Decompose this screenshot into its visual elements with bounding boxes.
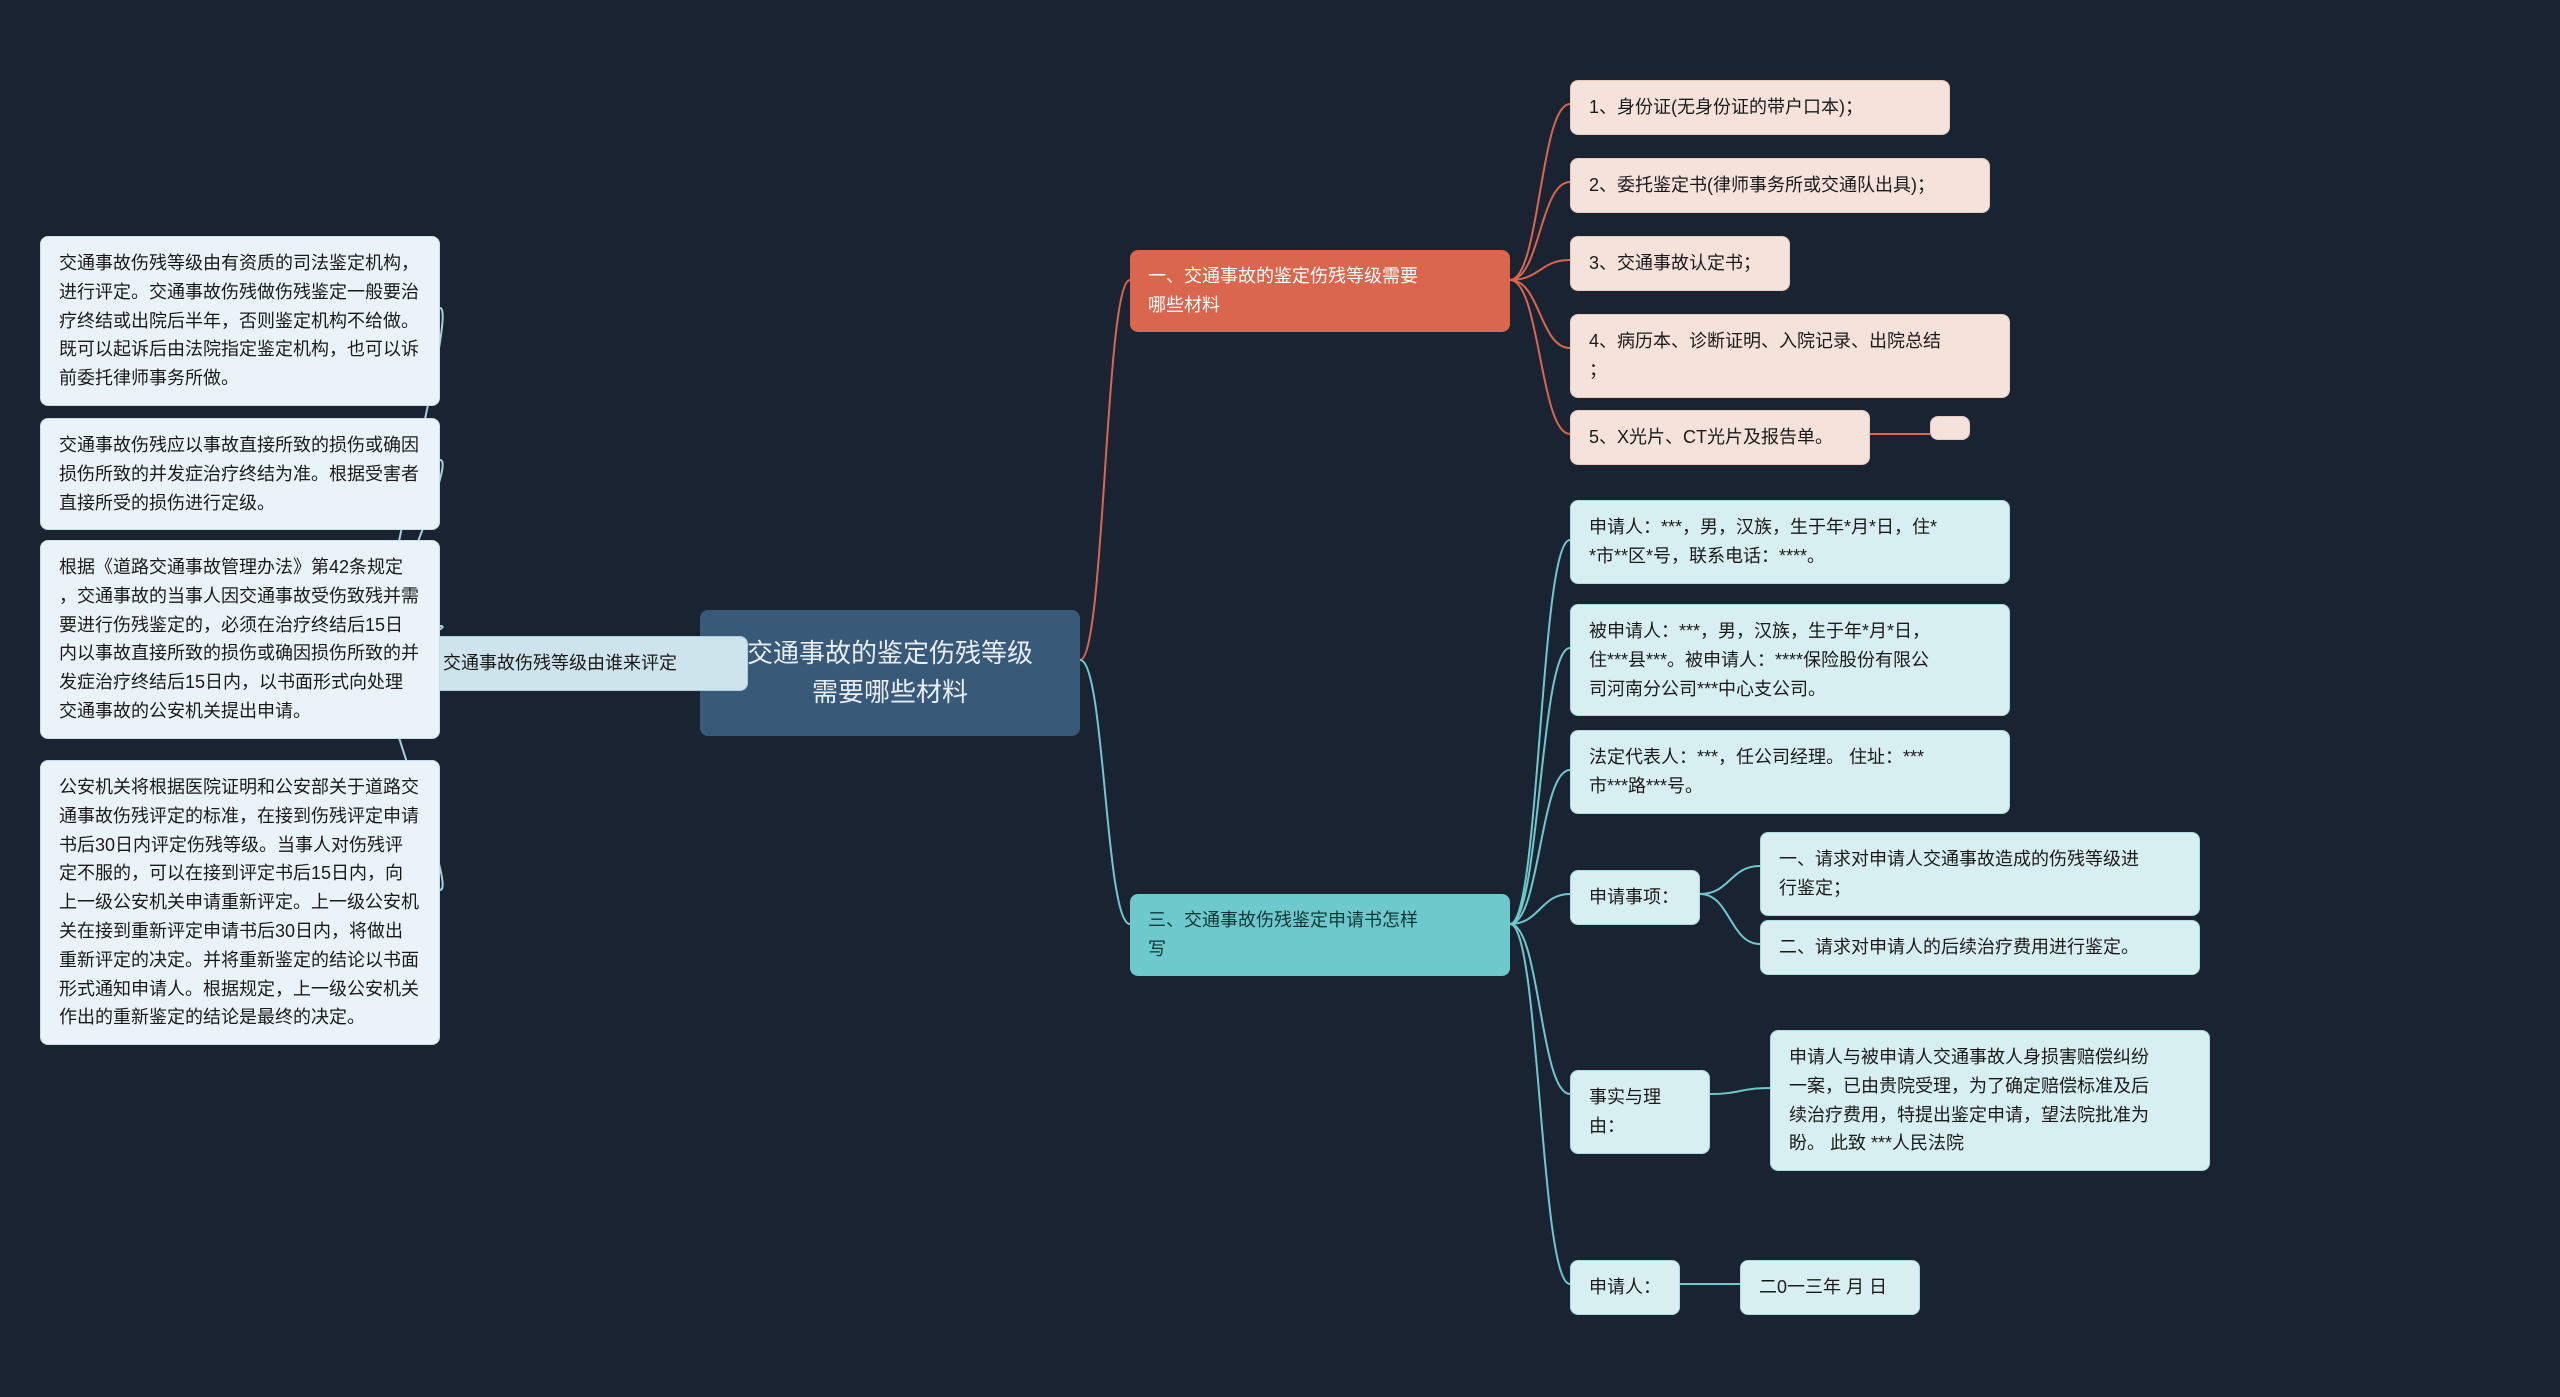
branch-2-item-2: 根据《道路交通事故管理办法》第42条规定，交通事故的当事人因交通事故受伤致残并需… bbox=[40, 540, 440, 739]
branch-3-sub-4-0: 申请人与被申请人交通事故人身损害赔偿纠纷一案，已由贵院受理，为了确定赔偿标准及后… bbox=[1770, 1030, 2210, 1171]
branch-2-title: 二、交通事故伤残等级由谁来评定 bbox=[407, 653, 677, 673]
branch-3-item-2: 法定代表人：***，任公司经理。 住址：***市***路***号。 bbox=[1570, 730, 2010, 814]
branch-2: 二、交通事故伤残等级由谁来评定 bbox=[388, 636, 748, 691]
branch-3-item-0: 申请人：***，男，汉族，生于年*月*日，住**市**区*号，联系电话：****… bbox=[1570, 500, 2010, 584]
branch-3-sub-5-0: 二0一三年 月 日 bbox=[1740, 1260, 1920, 1315]
branch-2-item-0: 交通事故伤残等级由有资质的司法鉴定机构，进行评定。交通事故伤残做伤残鉴定一般要治… bbox=[40, 236, 440, 406]
branch-1-item-4: 5、X光片、CT光片及报告单。 bbox=[1570, 410, 1870, 465]
branch-1-item-2: 3、交通事故认定书； bbox=[1570, 236, 1790, 291]
branch-1: 一、交通事故的鉴定伤残等级需要哪些材料 bbox=[1130, 250, 1510, 332]
branch-1-item-3: 4、病历本、诊断证明、入院记录、出院总结； bbox=[1570, 314, 2010, 398]
branch-3: 三、交通事故伤残鉴定申请书怎样写 bbox=[1130, 894, 1510, 976]
branch-1-title: 一、交通事故的鉴定伤残等级需要哪些材料 bbox=[1148, 266, 1418, 315]
branch-3-sub-3-0: 一、请求对申请人交通事故造成的伤残等级进行鉴定； bbox=[1760, 832, 2200, 916]
branch-1-stub bbox=[1930, 416, 1970, 440]
branch-1-item-0: 1、身份证(无身份证的带户口本)； bbox=[1570, 80, 1950, 135]
branch-3-item-4: 事实与理由： bbox=[1570, 1070, 1710, 1154]
branch-3-item-3: 申请事项： bbox=[1570, 870, 1700, 925]
branch-1-item-1: 2、委托鉴定书(律师事务所或交通队出具)； bbox=[1570, 158, 1990, 213]
branch-3-item-1: 被申请人：***，男，汉族，生于年*月*日，住***县***。被申请人：****… bbox=[1570, 604, 2010, 716]
branch-3-sub-3-1: 二、请求对申请人的后续治疗费用进行鉴定。 bbox=[1760, 920, 2200, 975]
branch-3-title: 三、交通事故伤残鉴定申请书怎样写 bbox=[1148, 910, 1418, 959]
branch-3-item-5: 申请人： bbox=[1570, 1260, 1680, 1315]
root-title: 交通事故的鉴定伤残等级需要哪些材料 bbox=[747, 638, 1033, 707]
branch-2-item-3: 公安机关将根据医院证明和公安部关于道路交通事故伤残评定的标准，在接到伤残评定申请… bbox=[40, 760, 440, 1045]
root-node: 交通事故的鉴定伤残等级需要哪些材料 bbox=[700, 610, 1080, 736]
branch-2-item-1: 交通事故伤残应以事故直接所致的损伤或确因损伤所致的并发症治疗终结为准。根据受害者… bbox=[40, 418, 440, 530]
